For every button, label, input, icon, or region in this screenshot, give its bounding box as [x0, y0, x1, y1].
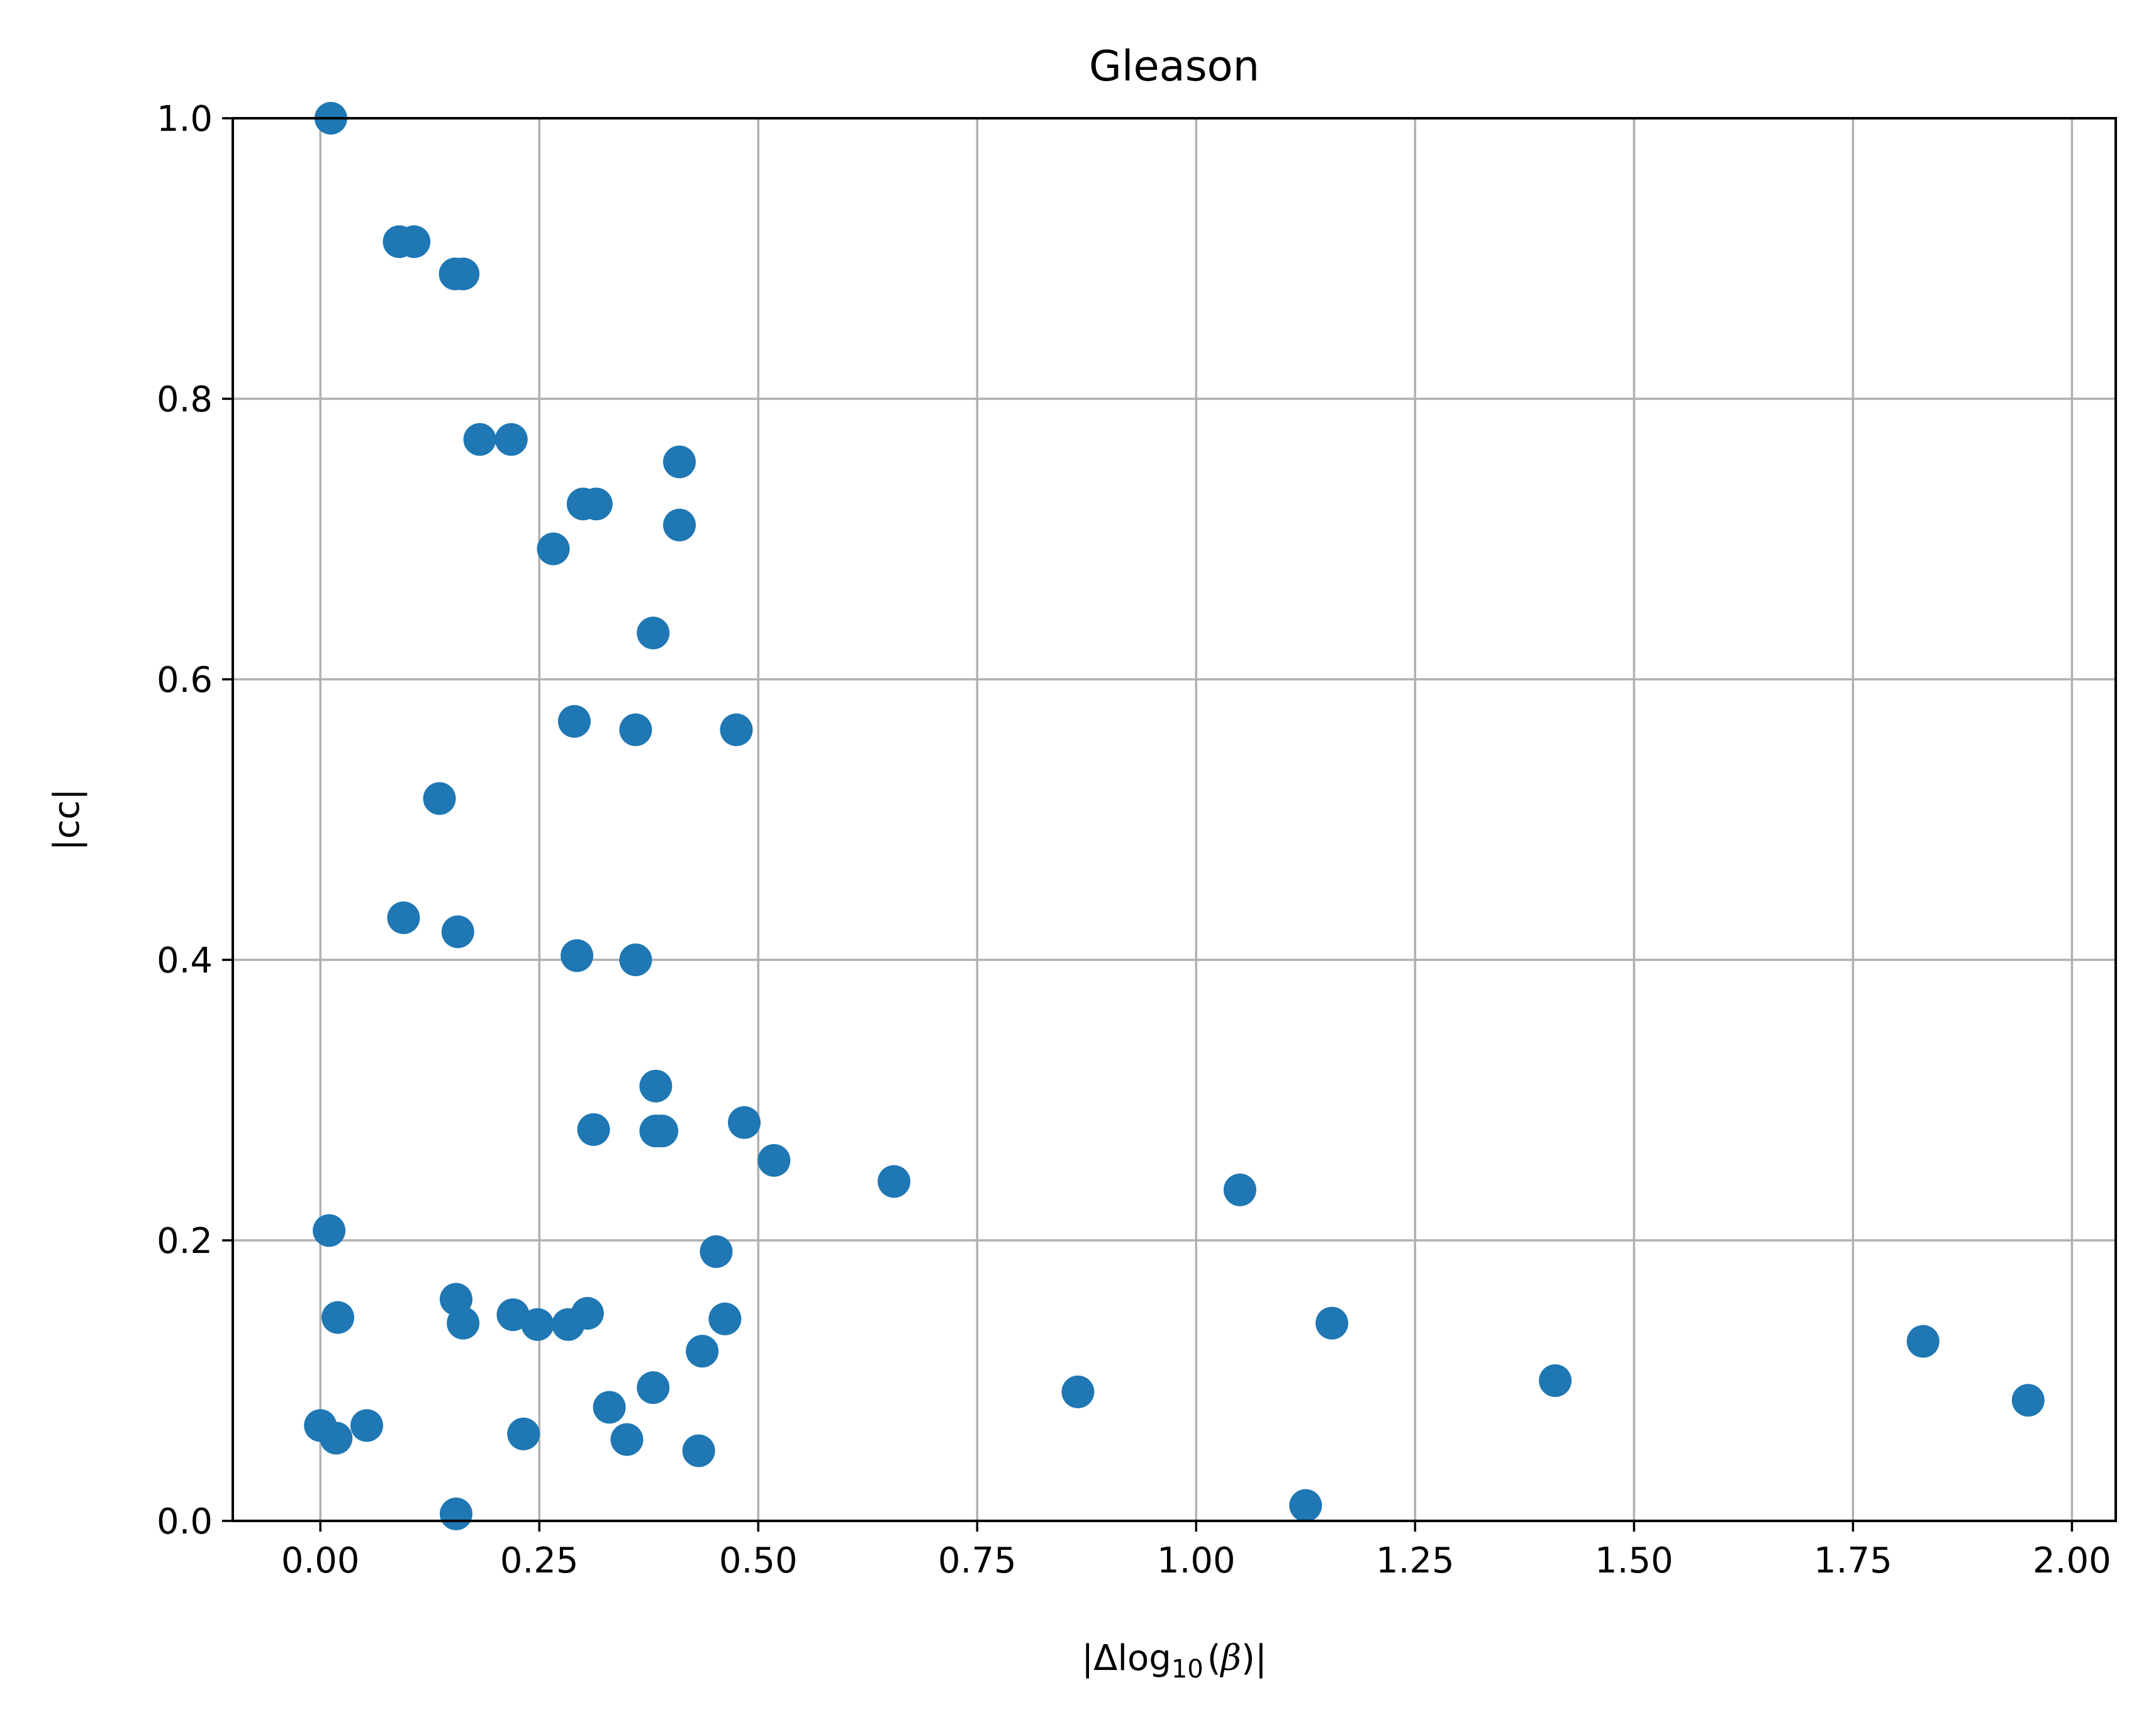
y-tick-label: 1.0 — [157, 99, 213, 140]
y-tick-label: 0.2 — [157, 1221, 213, 1262]
x-tick-label: 1.75 — [1814, 1540, 1892, 1581]
data-point — [619, 713, 652, 747]
data-point — [610, 1423, 644, 1456]
data-point — [494, 423, 528, 456]
data-point — [727, 1106, 761, 1139]
data-point — [1289, 1489, 1322, 1522]
axis-ticks: 0.00 0.25 0.50 0.75 1.00 1.25 1.50 1.75 2.00 0.0 0… — [157, 99, 2111, 1581]
data-point — [579, 487, 613, 521]
data-point — [682, 1434, 715, 1467]
data-point — [720, 713, 753, 747]
data-point — [350, 1409, 383, 1442]
plot-area-frame — [232, 117, 2117, 1522]
data-point — [1061, 1375, 1095, 1408]
grid-lines — [233, 117, 2116, 1522]
data-point — [637, 616, 670, 650]
data-point — [637, 1371, 670, 1405]
y-tick-label: 0.0 — [157, 1501, 213, 1542]
scatter-points — [304, 102, 2045, 1530]
data-point — [619, 943, 652, 976]
data-point — [496, 1298, 530, 1332]
data-point — [441, 915, 474, 949]
data-point — [447, 1306, 480, 1340]
data-point — [708, 1302, 742, 1335]
data-point — [507, 1417, 540, 1450]
data-point — [577, 1113, 610, 1146]
data-point — [521, 1308, 554, 1341]
data-point — [1315, 1306, 1349, 1340]
data-point — [686, 1335, 719, 1368]
x-label-paren-open: ( — [1207, 1638, 1221, 1679]
y-tick-label: 0.6 — [157, 660, 213, 701]
data-point — [552, 1308, 585, 1341]
x-label-beta: β — [1220, 1638, 1241, 1679]
data-point — [1223, 1173, 1256, 1206]
data-point — [320, 1422, 353, 1455]
chart-title: Gleason — [1089, 42, 1260, 91]
data-point — [1539, 1364, 1572, 1397]
x-tick-label: 0.00 — [281, 1540, 360, 1581]
data-point — [537, 532, 570, 565]
data-point — [1906, 1325, 1940, 1358]
data-point — [878, 1165, 911, 1198]
x-tick-label: 0.25 — [500, 1540, 579, 1581]
data-point — [662, 445, 696, 479]
data-point — [593, 1391, 626, 1424]
x-tick-label: 1.50 — [1595, 1540, 1673, 1581]
data-point — [463, 423, 496, 456]
data-point — [662, 508, 696, 542]
x-label-open: |Δlog — [1081, 1638, 1171, 1679]
data-point — [313, 1214, 346, 1247]
data-point — [2011, 1384, 2045, 1417]
x-tick-label: 1.00 — [1157, 1540, 1236, 1581]
data-point — [439, 1497, 472, 1530]
data-point — [398, 225, 431, 259]
data-point — [387, 901, 420, 935]
data-point — [561, 939, 594, 972]
x-tick-label: 1.25 — [1376, 1540, 1455, 1581]
data-point — [639, 1069, 673, 1103]
data-point — [557, 704, 591, 738]
data-point — [447, 257, 480, 291]
data-point — [645, 1115, 679, 1148]
data-point — [423, 782, 456, 815]
y-axis-label: |cc| — [47, 788, 87, 850]
data-point — [700, 1235, 733, 1268]
x-axis-label: |Δlog10 (β)| — [1081, 1638, 1266, 1684]
x-tick-label: 0.75 — [938, 1540, 1017, 1581]
data-point — [757, 1144, 791, 1177]
y-tick-label: 0.4 — [157, 940, 213, 981]
x-tick-label: 2.00 — [2033, 1540, 2111, 1581]
data-point — [321, 1301, 355, 1334]
x-label-subscript: 10 — [1171, 1655, 1204, 1684]
x-label-close: )| — [1241, 1638, 1267, 1679]
y-tick-label: 0.8 — [157, 379, 213, 420]
x-tick-label: 0.50 — [719, 1540, 798, 1581]
